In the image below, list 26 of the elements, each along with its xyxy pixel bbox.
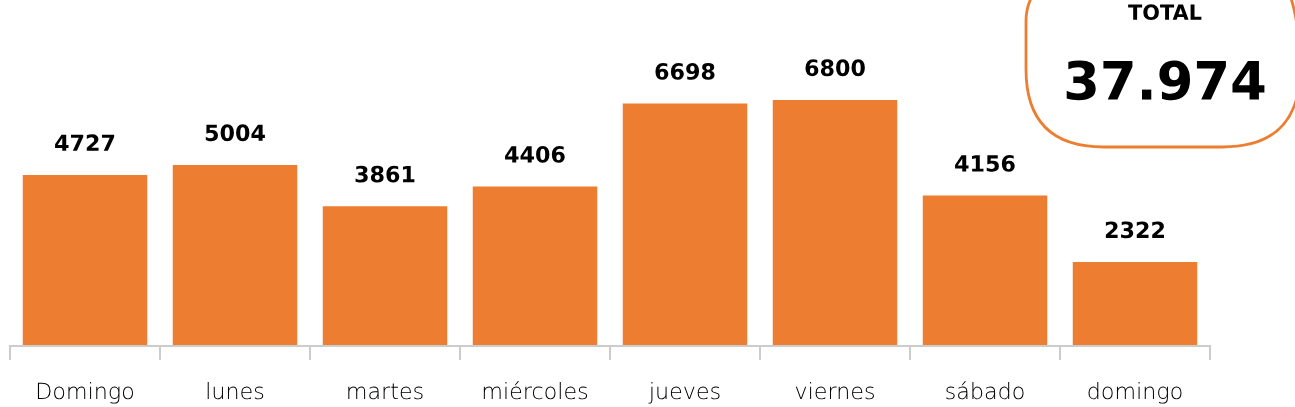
- x-tick-label: martes: [348, 383, 423, 400]
- bar: [772, 99, 898, 346]
- x-tick-label: Domingo: [37, 382, 133, 404]
- annotation: 37.974: [1066, 60, 1265, 101]
- data-label: 6698: [655, 63, 715, 80]
- x-tick-label: sábado: [946, 381, 1024, 400]
- text: TOTAL: [1128, 4, 1202, 21]
- bar: [172, 164, 298, 346]
- bar: [472, 186, 598, 346]
- bar: [622, 103, 748, 346]
- data-label: 2322: [1105, 221, 1164, 239]
- x-tick-label: jueves: [648, 382, 720, 404]
- data-label: 5004: [205, 124, 265, 142]
- data-label: 4406: [505, 145, 565, 163]
- x-tick-label: lunes: [207, 382, 264, 400]
- bar: [1072, 261, 1198, 346]
- data-label: 4156: [955, 155, 1015, 172]
- data-label: 6800: [805, 59, 865, 77]
- data-label: 4727: [55, 134, 115, 151]
- bar: [922, 195, 1048, 346]
- x-tick-label: domingo: [1088, 382, 1182, 404]
- bar: [322, 206, 448, 346]
- data-label: 3861: [355, 165, 415, 183]
- x-tick-label: miércoles: [483, 381, 588, 400]
- x-tick-label: viernes: [795, 382, 874, 400]
- bar: [22, 174, 148, 346]
